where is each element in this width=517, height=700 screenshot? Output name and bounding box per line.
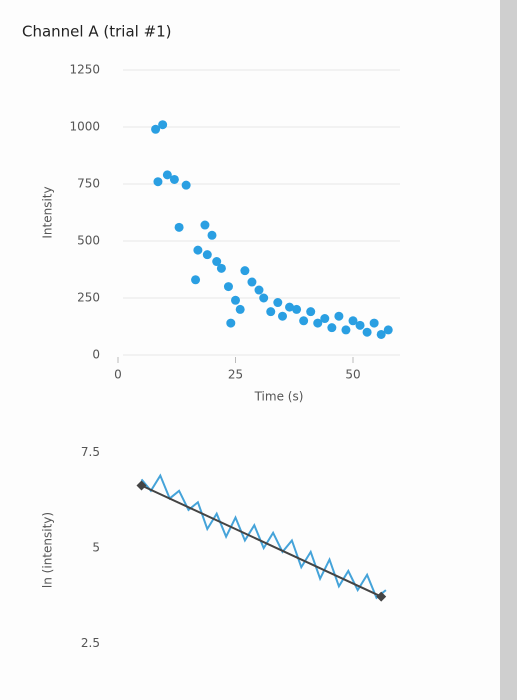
y-axis-label: ln (intensity) — [41, 512, 55, 588]
y-tick-label: 0 — [92, 348, 100, 362]
screen-edge — [500, 0, 517, 700]
point — [266, 307, 276, 317]
marker — [376, 591, 387, 602]
point — [162, 170, 172, 180]
y-tick-label: 1250 — [69, 63, 100, 77]
point — [327, 323, 337, 333]
point — [191, 275, 201, 285]
point — [223, 282, 233, 292]
x-tick-label: 50 — [345, 368, 360, 382]
point — [174, 222, 184, 232]
point — [254, 285, 264, 295]
marker — [136, 480, 147, 491]
point — [306, 307, 316, 317]
point — [348, 316, 358, 326]
point — [320, 314, 330, 324]
point — [235, 304, 245, 314]
line — [141, 484, 382, 598]
point — [200, 220, 210, 230]
y-axis-label: Intensity — [41, 186, 55, 238]
point — [240, 266, 250, 276]
point — [299, 316, 309, 326]
point — [355, 320, 365, 330]
point — [158, 120, 168, 130]
point — [207, 230, 217, 240]
x-axis-label: Time (s) — [254, 390, 304, 404]
point — [362, 327, 372, 337]
y-tick-label: 500 — [77, 234, 100, 248]
line — [140, 473, 387, 600]
point — [247, 277, 257, 287]
y-tick-label: 750 — [77, 177, 100, 191]
point — [383, 325, 393, 335]
point — [169, 174, 179, 184]
point — [231, 295, 240, 305]
point — [369, 318, 379, 328]
y-tick-label: 1000 — [69, 120, 100, 134]
point — [273, 298, 283, 308]
point — [292, 304, 302, 314]
point — [226, 318, 236, 328]
point — [259, 293, 269, 303]
point — [278, 311, 287, 321]
point — [181, 180, 191, 190]
x-tick-label: 25 — [228, 368, 243, 382]
point — [334, 311, 344, 321]
point — [153, 177, 163, 187]
y-tick-label: 250 — [77, 291, 100, 305]
x-tick-label: 0 — [114, 368, 122, 382]
point — [151, 124, 161, 134]
point — [376, 329, 386, 339]
point — [285, 302, 295, 312]
point — [193, 245, 203, 255]
chart-title: Channel A (trial #1) — [22, 23, 172, 41]
y-tick-label: 7.5 — [81, 445, 100, 459]
point — [212, 257, 222, 267]
y-tick-label: 5 — [92, 541, 100, 555]
y-tick-label: 2.5 — [81, 636, 100, 650]
point — [341, 325, 351, 335]
point — [216, 263, 226, 273]
point — [313, 318, 323, 328]
point — [202, 250, 212, 260]
